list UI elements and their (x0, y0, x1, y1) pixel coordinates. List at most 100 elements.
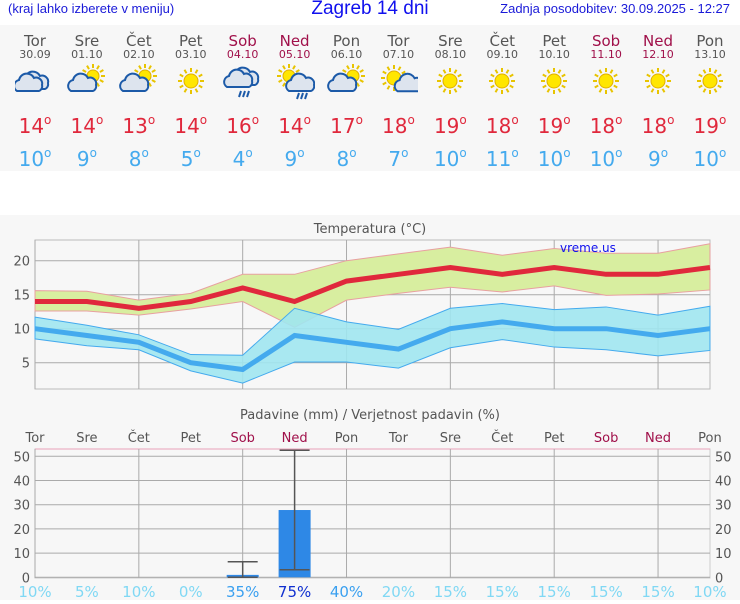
charts-svg: Temperatura (°C) 5 10 15 20 vreme.us Padavine … (13, 222, 732, 601)
day-date: 09.10 (486, 48, 519, 61)
precip-day-label: Pon (335, 431, 359, 446)
precip-y-tick-left: 50 (13, 450, 30, 465)
precip-day-label: Pet (544, 431, 564, 446)
precip-y-tick-right: 0 (715, 571, 723, 586)
rain-probability: 0% (179, 583, 203, 600)
temp-low: 11o (485, 146, 519, 171)
temp-high: 19o (693, 113, 727, 138)
rain-probability: 15% (486, 583, 519, 600)
temp-low: 5o (180, 146, 201, 171)
temp-low: 10o (537, 146, 571, 171)
day-column: Pon 13.10 19o 10o (684, 25, 736, 173)
day-column: Čet 09.10 18o 11o (476, 25, 528, 173)
day-date: 06.10 (330, 48, 363, 61)
watermark: vreme.us (560, 241, 616, 255)
day-column: Pon 06.10 17o 8o (321, 25, 373, 173)
precip-day-label: Pet (181, 431, 201, 446)
precip-day-label: Ned (282, 431, 308, 446)
sun-cloud-rain-icon (269, 61, 321, 105)
header: (kraj lahko izberete v meniju) Zagreb 14… (0, 0, 740, 22)
temp-y-tick: 10 (13, 323, 30, 338)
rain-probability: 10% (122, 583, 155, 600)
sunny-icon (424, 61, 476, 105)
day-name: Čet (489, 32, 516, 50)
rain-probability: 5% (75, 583, 99, 600)
temp-y-tick: 5 (22, 357, 30, 372)
temp-high: 19o (433, 113, 467, 138)
temp-low: 9o (76, 146, 97, 171)
precip-day-label: Sre (76, 431, 97, 446)
day-column: Sre 08.10 19o 10o (424, 25, 476, 173)
day-name: Ned (643, 32, 674, 50)
temp-low: 4o (232, 146, 253, 171)
precip-plot-area (34, 448, 711, 579)
rain-probability: 75% (278, 583, 311, 600)
cloudy-rain-icon (217, 61, 269, 105)
precip-day-label: Čet (491, 430, 513, 446)
day-column: Sre 01.10 14o 9o (61, 25, 113, 173)
precip-day-label: Sre (440, 431, 461, 446)
temp-high: 17o (330, 113, 363, 138)
temp-low: 7o (388, 146, 409, 171)
temp-low: 8o (336, 146, 357, 171)
sunny-icon (632, 61, 684, 105)
day-name: Tor (387, 32, 410, 50)
partly-cloudy-icon (61, 61, 113, 105)
precip-day-label: Ned (645, 431, 671, 446)
day-date: 13.10 (694, 48, 726, 61)
charts-panel: Temperatura (°C) 5 10 15 20 vreme.us Padavine … (0, 215, 740, 601)
day-date: 07.10 (382, 48, 415, 61)
day-name: Sob (591, 32, 621, 50)
temp-high: 18o (485, 113, 519, 138)
rain-probability: 15% (538, 583, 571, 600)
day-column: Tor 30.09 14o 10o (9, 25, 61, 173)
temp-high: 16o (226, 113, 260, 138)
precip-y-tick-right: 20 (715, 523, 732, 538)
page-title: Zagreb 14 dni (311, 0, 429, 19)
day-name: Pet (542, 32, 566, 50)
precip-y-tick-left: 30 (13, 499, 30, 514)
day-name: Pon (332, 32, 361, 50)
cloudy-icon (9, 61, 61, 105)
day-date: 10.10 (538, 48, 570, 61)
day-date: 03.10 (175, 48, 207, 61)
sunny-icon (476, 61, 528, 105)
rain-probability: 20% (382, 583, 415, 600)
day-column: Sob 04.10 16o 4o (217, 25, 269, 173)
precip-y-tick-left: 20 (13, 523, 30, 538)
day-date: 05.10 (278, 48, 311, 61)
sunny-icon (528, 61, 580, 105)
day-name: Pet (178, 32, 203, 50)
precip-day-label: Čet (128, 430, 150, 446)
low-temp-line (34, 319, 711, 373)
temp-low: 9o (284, 146, 305, 171)
precip-y-tick-left: 40 (13, 475, 30, 490)
temp-low: 9o (647, 146, 669, 171)
temp-high: 14o (278, 113, 311, 138)
rain-probability: 10% (18, 583, 51, 600)
sunny-icon (165, 61, 217, 105)
day-date: 08.10 (434, 48, 467, 61)
day-date: 02.10 (123, 48, 155, 61)
day-name: Sob (228, 32, 257, 50)
day-name: Sre (438, 32, 463, 50)
temp-y-tick: 20 (13, 255, 30, 270)
temp-high: 18o (589, 113, 623, 138)
day-column: Ned 05.10 14o 9o (269, 25, 321, 173)
daily-forecast-table: Tor 30.09 14o 10o Sre 01.10 14o 9o Čet 02.… (0, 25, 740, 171)
high-temp-line (35, 264, 711, 311)
day-date: 30.09 (19, 48, 51, 61)
location-hint[interactable]: (kraj lahko izberete v meniju) (8, 1, 175, 16)
precip-day-label: Sob (230, 431, 254, 446)
temp-low: 8o (128, 146, 149, 171)
day-column: Sob 11.10 18o 10o (580, 25, 632, 173)
precip-day-label: Tor (388, 431, 409, 446)
rain-probability: 15% (641, 583, 674, 600)
rain-probability: 15% (589, 583, 622, 600)
temp-high: 14o (18, 113, 52, 138)
precip-y-tick-right: 50 (715, 450, 732, 465)
last-updated: Zadnja posodobitev: 30.09.2025 - 12:27 (500, 1, 730, 16)
precip-y-tick-left: 0 (22, 571, 30, 586)
day-column: Čet 02.10 13o 8o (113, 25, 165, 173)
temp-low: 10o (433, 146, 467, 171)
